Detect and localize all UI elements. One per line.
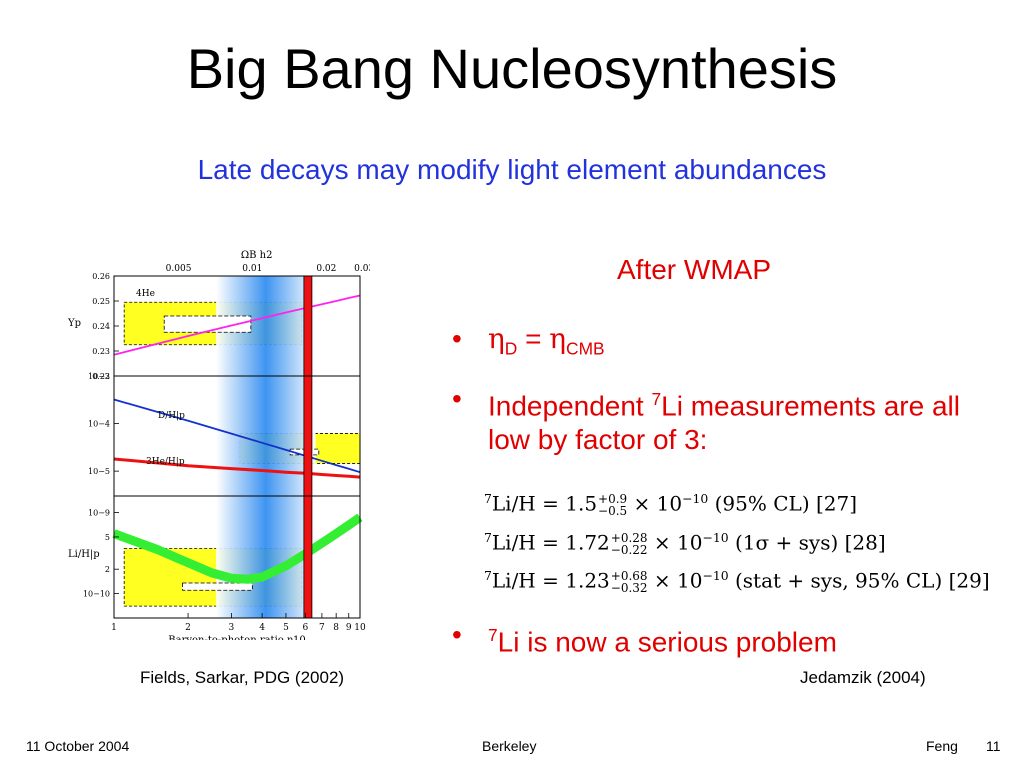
after-wmap-heading: After WMAP xyxy=(617,254,772,285)
y-tick-label: 10−10 xyxy=(83,590,110,599)
wmap-line xyxy=(303,275,313,619)
y-tick-label: 0.24 xyxy=(92,322,110,331)
bullet-dot: • xyxy=(452,383,462,414)
footer-date: 11 October 2004 xyxy=(26,738,130,754)
footer-page-number: 11 xyxy=(986,738,1001,754)
x-tick-label: 3 xyxy=(229,623,235,633)
footer-place: Berkeley xyxy=(482,738,537,754)
bullet-dot: • xyxy=(452,323,462,354)
x-axis-label: Baryon-to-photon ratio η10 xyxy=(168,635,305,640)
equations-caption: Jedamzik (2004) xyxy=(800,668,926,687)
lithium-inner-box xyxy=(182,582,253,591)
lithium-series-0 xyxy=(112,513,363,584)
helium-inner-box xyxy=(163,315,252,333)
slide-subtitle: Late decays may modify light element abu… xyxy=(197,154,827,185)
top-tick-label: 0.005 xyxy=(166,264,192,274)
x-tick-label: 6 xyxy=(303,623,309,633)
deuterium-series-1 xyxy=(113,457,361,479)
equation-row-1: 7Li/H = 1.5 +0.9 −0.5 × 10−10 (95% CL) [27… xyxy=(484,491,858,519)
helium-series-label: 4He xyxy=(136,289,155,299)
deuterium-series-label: D/H|p xyxy=(158,411,185,421)
y-tick-label: 0.25 xyxy=(92,297,110,306)
x-tick-label: 5 xyxy=(283,623,289,633)
top-tick-label: 0.02 xyxy=(316,264,336,274)
y-tick-label: 10−4 xyxy=(88,420,110,429)
top-tick-label: 0.01 xyxy=(242,264,262,274)
helium3-series-label: 3He/H|p xyxy=(146,457,185,467)
y-tick-label: 0.23 xyxy=(92,347,110,356)
x-tick-label: 10 xyxy=(354,623,366,633)
top-tick-label: 0.03 xyxy=(354,264,370,274)
x-tick-label: 9 xyxy=(346,623,352,633)
x-tick-label: 7 xyxy=(319,623,325,633)
top-axis-label: ΩB h2 xyxy=(241,250,273,261)
bullet-dot: • xyxy=(452,619,462,650)
y-tick-label: 5 xyxy=(105,533,110,542)
equation-row-2: 7Li/H = 1.72 +0.28 −0.22 × 10−10 (1σ + sys… xyxy=(484,529,886,557)
slide-title: Big Bang Nucleosynthesis xyxy=(186,37,838,100)
figure-caption: Fields, Sarkar, PDG (2002) xyxy=(140,668,345,687)
deuterium-series-0 xyxy=(113,398,361,474)
y-tick-label: 0.26 xyxy=(92,272,110,281)
bullet-independent-li-text: Independent 7Li measurements are all low… xyxy=(488,389,960,456)
helium-series-0 xyxy=(113,294,361,356)
x-tick-label: 2 xyxy=(185,623,191,633)
lithium-y-axis-label: Li/H|p xyxy=(68,549,100,560)
y-tick-label: 10−3 xyxy=(88,372,110,381)
x-tick-label: 4 xyxy=(259,623,265,633)
bullet-li-problem-text: 7Li is now a serious problem xyxy=(488,625,837,658)
footer-author: Feng xyxy=(926,738,958,754)
lithium-equations: 7Li/H = 1.5 +0.9 −0.5 × 10−10 (95% CL) [27… xyxy=(484,482,990,598)
equation-row-3: 7Li/H = 1.23 +0.68 −0.32 × 10−10 (stat + s… xyxy=(484,568,990,596)
x-tick-label: 8 xyxy=(333,623,339,633)
y-tick-label: 10−9 xyxy=(88,509,110,518)
y-tick-label: 0.22 xyxy=(92,372,110,381)
bullet-eta-text: ηD = ηCMB xyxy=(488,322,605,359)
helium-y-axis-label: Yp xyxy=(67,318,81,329)
y-tick-label: 10−5 xyxy=(88,467,110,476)
panel-frame-2 xyxy=(113,495,361,619)
x-tick-label: 1 xyxy=(111,623,117,633)
y-tick-label: 2 xyxy=(105,565,110,574)
